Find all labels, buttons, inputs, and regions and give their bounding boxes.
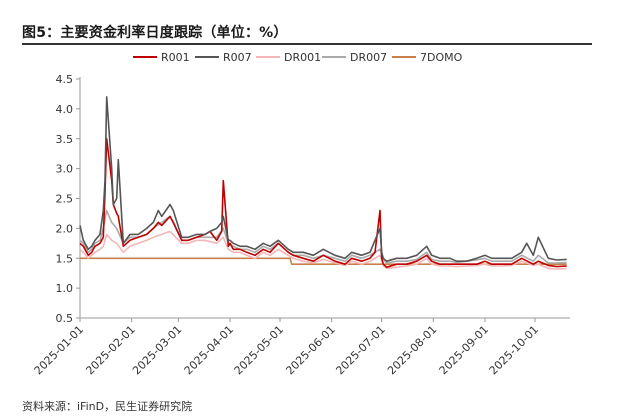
x-tick-label: 2025-01-01 — [32, 323, 86, 377]
legend-label: 7DOMO — [420, 51, 463, 64]
legend-label: DR001 — [284, 51, 321, 64]
legend-label: DR007 — [350, 51, 387, 64]
x-tick-label: 2025-03-01 — [130, 323, 184, 377]
chart-legend: R001 R007 DR001 DR007 7DOMO — [133, 51, 463, 64]
x-tick-label: 2025-02-01 — [83, 323, 137, 377]
y-tick-label: 0.5 — [56, 312, 74, 325]
rate-line-chart: R001 R007 DR001 DR007 7DOMO 0.5 1.0 1.5 2.0 2.5 3… — [32, 51, 570, 377]
legend-label: R007 — [223, 51, 252, 64]
y-tick-label: 2.0 — [56, 222, 74, 235]
x-tick-label: 2025-07-01 — [333, 323, 387, 377]
y-axis: 0.5 1.0 1.5 2.0 2.5 3.0 3.5 4.0 4.5 — [56, 73, 81, 325]
y-tick-label: 4.5 — [56, 73, 74, 86]
x-tick-label: 2025-08-01 — [385, 323, 439, 377]
y-tick-label: 3.0 — [56, 163, 74, 176]
legend-label: R001 — [161, 51, 190, 64]
series-line-r007 — [79, 96, 567, 263]
x-tick-label: 2025-05-01 — [232, 323, 286, 377]
x-tick-label: 2025-09-01 — [437, 323, 491, 377]
series-line-r001 — [79, 138, 567, 269]
x-tick-label: 2025-10-01 — [487, 323, 541, 377]
y-tick-label: 3.5 — [56, 133, 74, 146]
title-divider — [22, 43, 592, 45]
x-tick-label: 2025-04-01 — [182, 323, 236, 377]
source-note: 资料来源：iFinD，民生证券研究院 — [22, 400, 193, 413]
x-axis: 2025-01-012025-02-012025-03-012025-04-01… — [32, 317, 570, 377]
y-tick-label: 1.5 — [56, 252, 74, 265]
y-tick-label: 4.0 — [56, 103, 74, 116]
series-group — [79, 96, 567, 270]
figure-title: 图5：主要资金利率日度跟踪（单位：%） — [22, 25, 288, 41]
series-line-dr001 — [79, 230, 567, 270]
y-tick-label: 2.5 — [56, 193, 74, 206]
x-tick-label: 2025-06-01 — [283, 323, 337, 377]
y-tick-label: 1.0 — [56, 282, 74, 295]
series-line-7domo — [80, 257, 567, 266]
